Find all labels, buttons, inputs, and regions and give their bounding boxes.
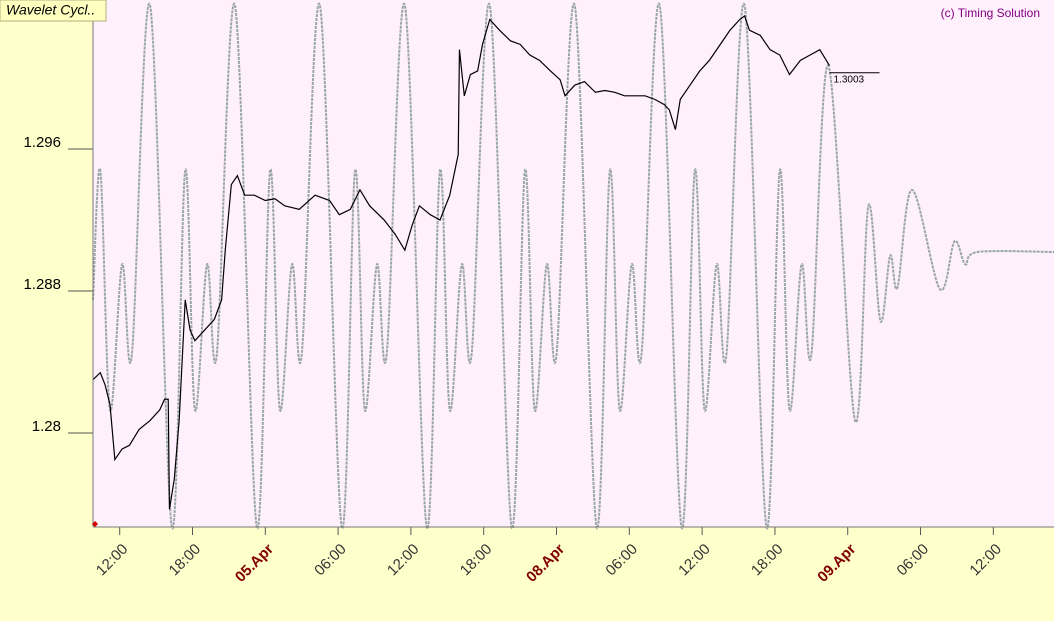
cycle-line xyxy=(92,2,1054,530)
series-label: Wavelet Cycl.. xyxy=(6,2,95,18)
y-tick-label: 1.296 xyxy=(23,134,61,151)
last-price-label: 1.3003 xyxy=(834,74,865,85)
price-line xyxy=(92,15,831,510)
y-tick-label: 1.28 xyxy=(32,418,61,435)
credit: (c) Timing Solution xyxy=(941,6,1040,20)
start-marker xyxy=(92,521,98,527)
series-label-box xyxy=(0,0,107,22)
plot-area xyxy=(93,0,1054,527)
y-tick-label: 1.288 xyxy=(23,276,61,293)
marks: 1.3003 xyxy=(92,2,1054,530)
